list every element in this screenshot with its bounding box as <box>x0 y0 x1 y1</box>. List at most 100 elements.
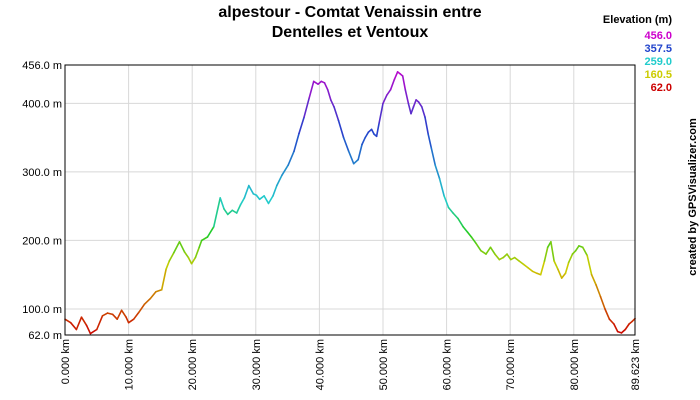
elevation-segment <box>187 256 193 265</box>
elevation-segment <box>183 251 190 259</box>
elevation-segment <box>223 208 229 216</box>
x-tick-label: 30.000 km <box>251 339 263 390</box>
plot-frame <box>64 64 636 336</box>
elevation-segment <box>553 260 559 271</box>
elevation-segment <box>333 106 340 122</box>
elevation-line <box>64 71 636 335</box>
elevation-segment <box>427 133 433 149</box>
elevation-segment <box>303 97 311 118</box>
elevation-segment <box>80 316 88 327</box>
elevation-segment <box>255 194 261 201</box>
elevation-segment <box>149 290 157 300</box>
elevation-segment <box>452 212 459 220</box>
elevation-segment <box>116 309 123 321</box>
elevation-segment <box>430 147 437 166</box>
elevation-segment <box>466 231 473 238</box>
elevation-segment <box>287 150 295 166</box>
elevation-segment <box>604 308 611 321</box>
elevation-segment <box>89 328 98 335</box>
elevation-segment <box>470 236 477 244</box>
elevation-segment <box>275 174 283 187</box>
elevation-segment <box>457 217 464 228</box>
elevation-segment <box>393 71 399 81</box>
elevation-segment <box>407 102 412 115</box>
elevation-segment <box>513 256 520 262</box>
elevation-segment <box>138 303 146 314</box>
elevation-segment <box>168 252 175 262</box>
elevation-segment <box>106 312 114 316</box>
elevation-segment <box>364 131 370 139</box>
elevation-segment <box>531 270 538 275</box>
elevation-segment <box>198 239 203 249</box>
elevation-segment <box>298 116 305 135</box>
elevation-segment <box>608 318 615 325</box>
elevation-segment <box>581 246 589 257</box>
elevation-segment <box>527 266 534 273</box>
elevation-segment <box>206 225 215 238</box>
elevation-segment <box>312 80 319 85</box>
elevation-segment <box>281 164 290 177</box>
elevation-segment <box>101 312 109 317</box>
elevation-segment <box>219 197 225 210</box>
x-tick-label: 80.000 km <box>569 339 581 390</box>
elevation-segment <box>143 297 151 306</box>
y-tick-label: 400.0 m <box>22 98 62 110</box>
elevation-segment <box>160 268 167 291</box>
elevation-segment <box>173 241 181 254</box>
elevation-segment <box>620 328 627 334</box>
elevation-segment <box>624 323 630 331</box>
elevation-segment <box>543 246 549 262</box>
elevation-segment <box>375 121 381 138</box>
y-tick-label: 100.0 m <box>22 304 62 316</box>
elevation-segment <box>564 261 570 275</box>
elevation-segment <box>243 184 250 199</box>
elevation-segment <box>323 82 329 91</box>
elevation-segment <box>417 101 423 108</box>
y-tick-label: 456.0 m <box>22 60 62 72</box>
elevation-segment <box>165 260 171 271</box>
elevation-segment <box>385 88 392 96</box>
elevation-segment <box>599 295 606 310</box>
elevation-segment <box>539 260 546 276</box>
elevation-segment <box>75 316 83 331</box>
elevation-segment <box>613 323 619 333</box>
elevation-segment <box>434 164 441 180</box>
x-tick-label: 0.000 km <box>60 339 72 384</box>
elevation-segment <box>401 75 407 91</box>
legend-title: Elevation (m) <box>603 14 672 26</box>
elevation-segment <box>480 249 487 255</box>
elevation-segment <box>404 88 410 105</box>
elevation-segment <box>178 241 186 253</box>
elevation-segment <box>447 206 454 214</box>
axis-tick-labels: 0.000 km 10.000 km 20.000 km 30.000 km 40.00… <box>22 60 642 390</box>
chart-title-line-1: alpestour - Comtat Venaissin entre <box>218 4 481 21</box>
legend-value: 456.0 <box>644 30 672 42</box>
elevation-segment <box>420 106 426 118</box>
elevation-segment <box>506 253 512 261</box>
elevation-segment <box>326 88 332 101</box>
elevation-segment <box>308 80 315 99</box>
elevation-segment <box>494 253 501 261</box>
legend-value: 160.5 <box>644 69 672 81</box>
x-tick-label: 20.000 km <box>187 339 199 390</box>
elevation-segment <box>231 209 238 214</box>
legend-value: 259.0 <box>644 56 672 68</box>
elevation-segment <box>378 102 384 124</box>
elevation-segment <box>550 241 555 262</box>
elevation-segment <box>361 136 367 146</box>
elevation-segment <box>239 197 246 206</box>
elevation-segment <box>194 246 200 259</box>
elevation-segment <box>200 236 209 242</box>
elevation-segment <box>272 184 278 197</box>
elevation-segment <box>557 268 563 279</box>
elevation-segment <box>518 260 525 266</box>
elevation-segment <box>438 178 445 197</box>
x-tick-label: 40.000 km <box>314 339 326 390</box>
x-tick-label: 60.000 km <box>442 339 454 390</box>
elevation-segment <box>267 195 274 205</box>
elevation-segment <box>69 321 78 331</box>
credit-text: created by GPSVisualizer.com <box>687 118 699 276</box>
elevation-segment <box>293 132 300 153</box>
y-tick-label: 62.0 m <box>28 330 62 342</box>
